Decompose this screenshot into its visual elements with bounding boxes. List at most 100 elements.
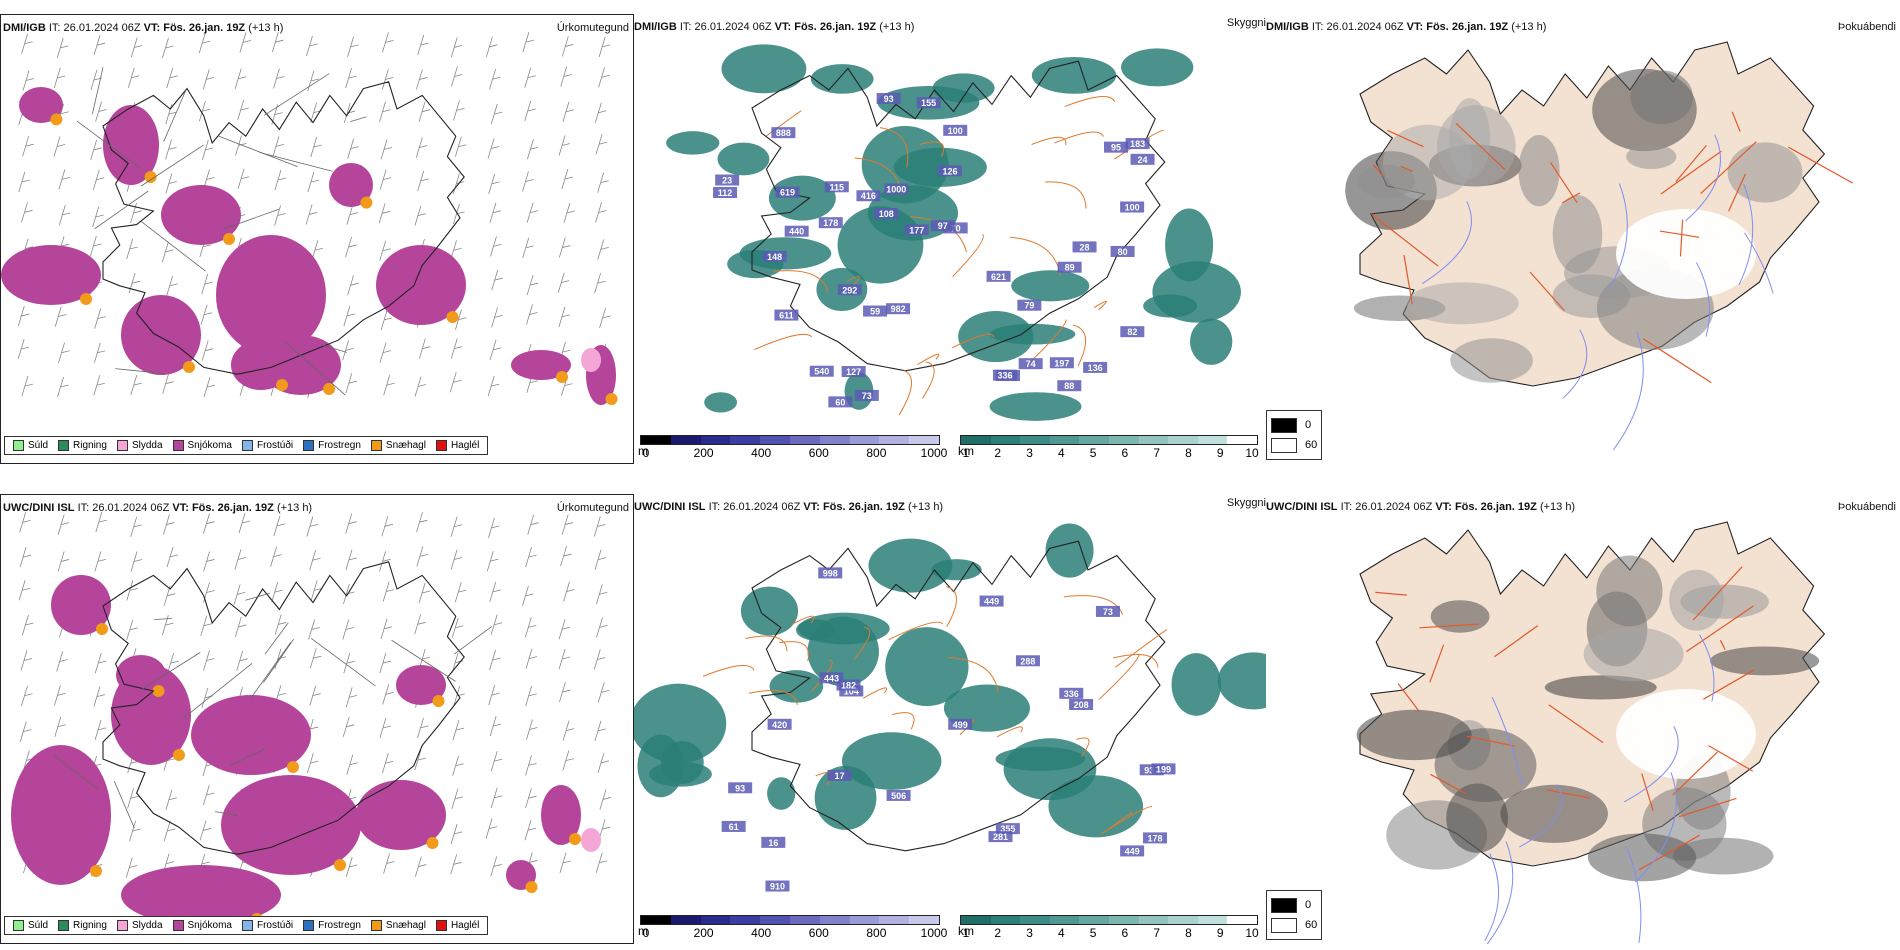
cloudbase-value-label: 416 [861,191,876,201]
road-line [1529,271,1565,311]
wind-barb [522,32,534,53]
wind-barb [305,204,318,225]
wind-barb [453,100,465,121]
road-line [1678,797,1737,818]
colorbar-cell [1138,916,1169,924]
cloudbase-value-label: 127 [846,367,861,377]
colorbar-tick-label: 400 [751,926,772,940]
road-line [454,626,492,655]
colorbar-tick-label: 200 [693,446,714,460]
road-line [1638,834,1700,871]
wind-barb [382,684,394,705]
river-line [1486,841,1514,944]
cloudbase-cell [1069,698,1094,710]
road-line [91,67,104,115]
wind-barb [417,170,429,191]
wind-barb [56,651,68,672]
cloudbase-cell [728,782,753,794]
legend-label: Snæhagl [385,920,426,931]
wind-barb [237,168,250,189]
colorbar-tick-label: 9 [1216,446,1224,460]
road-line [1455,122,1506,171]
wind-barb [130,202,142,224]
panel-type-label: Úrkomutegund [556,22,629,34]
panel-title: UWC/DINI ISL IT: 26.01.2024 06Z VT: Fös.… [3,502,313,514]
road-line [996,726,1023,738]
wind-barb [126,619,138,641]
field-blob [511,350,571,380]
wind-barb [560,66,572,87]
field-blob [1436,105,1516,187]
field-blob [581,828,601,852]
cloudbase-value-label: 70 [951,223,961,233]
field-blob [329,163,373,207]
field-blob [868,538,953,593]
wind-barb [414,376,427,397]
wind-barb [561,168,573,190]
road-line [1113,654,1159,668]
colorbar-cell [909,436,939,444]
wind-barb [451,788,464,810]
road-line [1098,653,1140,700]
wind-barb [93,342,106,363]
wind-barb [490,104,503,125]
panel-type-label: Skyggni [1226,17,1266,29]
coastline [751,60,1166,372]
wind-barb [487,376,500,397]
wind-barb [165,173,177,194]
wind-barb [19,512,31,533]
field-blob [231,340,291,390]
road-line [748,690,798,706]
panel-title: DMI/IGB IT: 26.01.2024 06Z VT: Fös. 26.j… [3,22,284,34]
wind-barb [19,547,32,568]
wind-barb [561,514,574,535]
ptype-panel-row1: DMI/IGB IT: 26.01.2024 06Z VT: Fös. 26.j… [0,14,634,464]
colorbar-tick-label: 7 [1153,926,1161,940]
ptype-layer [11,512,612,925]
cloudbase-cell [856,190,881,202]
wind-barb [22,614,34,636]
wind-barb [558,306,571,327]
wind-barb [525,546,537,568]
wind-barb [489,581,501,602]
ptype-map [11,512,612,925]
field-blob [1045,523,1094,578]
field-blob [11,745,111,885]
cloudbase-cell [1018,358,1043,370]
wind-barb [273,68,285,89]
wind-barb [54,716,66,737]
wind-barb [486,36,498,57]
field-blob [958,311,1034,363]
cloudbase-value-label: 440 [789,227,804,237]
wind-barb [202,69,215,90]
wind-barb [378,203,391,224]
wind-barb [165,139,177,160]
wind-barb [449,372,462,393]
cloudbase-colorbar: 0 200 400 600 800 1000 m [638,915,947,940]
legend-item: Snjókoma [172,440,232,451]
field-blob [767,777,796,810]
cloudbase-cell [930,220,955,232]
legend-swatch [116,920,128,931]
wind-barb [234,549,247,570]
wind-barb [414,614,426,635]
colorbar-cell [730,436,761,444]
cloudbase-value-label: 910 [770,882,785,892]
cloudbase-cell [1143,832,1168,844]
road-line [1403,254,1413,305]
field-blob [191,695,311,775]
wind-barb [598,67,610,88]
wind-barb [487,138,500,159]
road-line [1093,300,1107,311]
legend-item: Rigning [58,440,107,451]
road-line [1419,623,1479,629]
colorbar-tick-label: 600 [808,926,829,940]
legend-label: Frostúði [256,920,294,931]
fog-legend-label: 0 [1305,419,1312,431]
cloudbase-value-label: 178 [1148,833,1163,843]
wind-barb [165,103,177,125]
road-line [1400,165,1413,173]
wind-barb [161,241,174,263]
colorbar-tick-label: 8 [1185,446,1192,460]
ptype-legend: Súld Rigning Slydda Snjókoma Frostúði Frostre… [4,436,489,455]
